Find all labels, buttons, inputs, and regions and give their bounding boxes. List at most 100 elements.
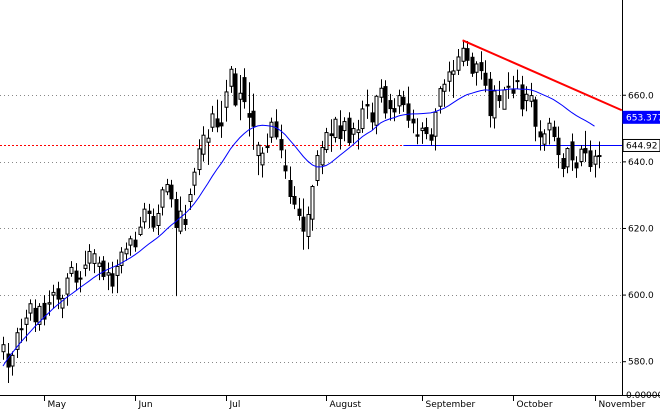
- candle-body: [333, 118, 338, 139]
- candle-body: [56, 288, 61, 300]
- candle-body: [447, 71, 452, 82]
- candle-body: [1, 344, 6, 353]
- candle-body: [128, 238, 133, 246]
- candle-body: [347, 117, 352, 144]
- candle-body: [492, 90, 497, 119]
- candle-body: [15, 332, 20, 350]
- candle-body: [274, 121, 279, 138]
- candle-body: [119, 251, 124, 266]
- candle-body: [206, 137, 211, 143]
- candle-body: [438, 88, 443, 107]
- candle-body: [215, 118, 220, 128]
- candle-body: [583, 148, 588, 154]
- candle-body: [165, 184, 170, 193]
- ma-price-tag-box: [622, 110, 660, 124]
- moving-average-layer: [2, 88, 595, 367]
- candle-body: [133, 239, 138, 248]
- candle-body: [542, 133, 547, 145]
- candle-body: [483, 72, 488, 86]
- candle-body: [520, 84, 525, 110]
- candle-body: [51, 291, 56, 296]
- candle-body: [556, 137, 561, 156]
- candle-body: [320, 147, 325, 166]
- candle-body: [42, 302, 47, 320]
- candle-body: [329, 133, 334, 137]
- candle-body: [342, 121, 347, 132]
- y-tick-label: 580.0: [628, 358, 654, 368]
- price-tags: 653.377 644.92: [622, 110, 660, 152]
- candle-body: [370, 112, 375, 123]
- candle-body: [192, 171, 197, 186]
- x-tick-label: May: [48, 400, 67, 410]
- candle-body: [10, 354, 15, 367]
- candle-body: [397, 95, 402, 107]
- candle-body: [37, 305, 42, 325]
- x-tick-label: October: [517, 400, 553, 410]
- candle-body: [365, 104, 370, 107]
- candle-body: [529, 95, 534, 102]
- candle-body: [297, 208, 302, 216]
- candle-body: [28, 303, 33, 314]
- candle-body: [593, 155, 598, 165]
- candle-body: [565, 148, 570, 168]
- candle-body: [474, 63, 479, 73]
- candle-body: [83, 264, 88, 269]
- candle-body: [174, 198, 179, 228]
- candle-body: [92, 253, 97, 264]
- candle-body: [579, 148, 584, 163]
- candle-body: [24, 317, 29, 325]
- candle-body: [429, 134, 434, 141]
- x-tick-label: Jul: [229, 400, 241, 410]
- current-price-tag: 644.92: [622, 138, 660, 152]
- candle-body: [74, 270, 79, 283]
- candle-body: [479, 62, 484, 72]
- candle-body: [502, 89, 507, 110]
- candle-body: [219, 122, 224, 127]
- candle-body: [292, 196, 297, 205]
- candle-body: [574, 162, 579, 169]
- candle-body: [524, 93, 529, 102]
- candle-body: [101, 260, 106, 277]
- x-tick-label: Jun: [138, 400, 153, 410]
- candle-body: [506, 85, 511, 88]
- x-tick-label: November: [599, 400, 646, 410]
- candle-body: [411, 118, 416, 124]
- candle-body: [106, 272, 111, 276]
- candle-body: [65, 277, 70, 295]
- trend-line: [462, 39, 623, 112]
- candle-body: [356, 129, 361, 134]
- candle-body: [597, 155, 602, 158]
- candle-body: [406, 103, 411, 121]
- candle-body: [19, 328, 24, 331]
- candle-body: [360, 108, 365, 130]
- candle-body: [233, 73, 238, 106]
- candle-body: [97, 262, 102, 267]
- candle-body: [588, 150, 593, 168]
- candle-body: [210, 113, 215, 128]
- candle-body: [351, 128, 356, 135]
- candle-body: [424, 127, 429, 135]
- candle-body: [60, 297, 65, 309]
- candle-body: [379, 87, 384, 98]
- candle-body: [461, 47, 466, 62]
- candle-body: [78, 277, 83, 280]
- candle-body: [251, 110, 256, 127]
- candle-body: [124, 248, 129, 255]
- candle-body: [324, 132, 329, 151]
- candle-body: [256, 144, 261, 157]
- candle-body: [511, 89, 516, 94]
- y-tick-label: 620.0: [628, 224, 654, 234]
- candle-body: [310, 186, 315, 220]
- candle-body: [201, 134, 206, 155]
- candle-body: [465, 48, 470, 61]
- candle-body: [374, 95, 379, 126]
- candle-body: [570, 141, 575, 161]
- candle-body: [392, 108, 397, 113]
- candle-body: [238, 92, 243, 100]
- y-tick-label: 640.0: [628, 158, 654, 168]
- candle-body: [497, 95, 502, 102]
- candle-body: [160, 189, 165, 208]
